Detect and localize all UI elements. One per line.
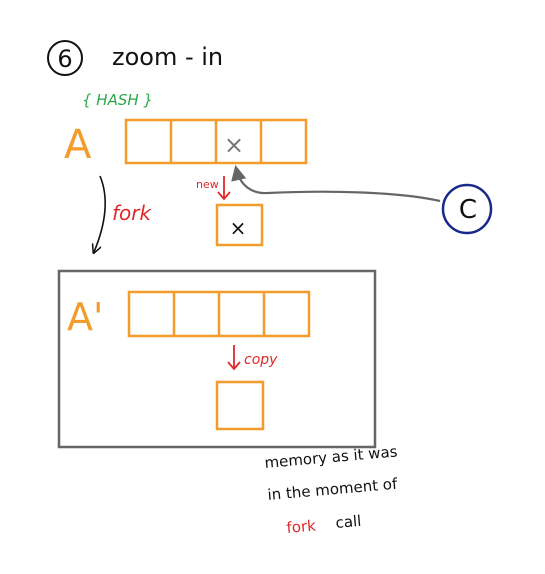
copy-arrow: [227, 345, 241, 371]
label-a-prime: A': [67, 295, 103, 339]
label-new: new: [196, 178, 219, 191]
note-line-2: in the moment of: [267, 475, 399, 504]
c-circle: [441, 183, 493, 235]
label-copy: copy: [244, 352, 278, 368]
array-a: [124, 118, 308, 165]
process-box: [57, 269, 377, 449]
title: 6 zoom - in: [47, 40, 223, 76]
copied-cell: [215, 380, 265, 431]
array-a-x-mark: ×: [224, 131, 244, 159]
label-fork: fork: [112, 201, 153, 225]
label-c: C: [459, 195, 477, 225]
title-number-circle: [47, 40, 83, 76]
note: memory as it was in the moment of fork c…: [264, 442, 399, 537]
pointer-arrow: [231, 164, 441, 203]
fork-arrow: [94, 175, 106, 252]
title-text: zoom - in: [112, 43, 223, 71]
note-line-3-fork: fork: [286, 516, 317, 537]
new-cell-x-mark: ×: [230, 216, 247, 240]
new-arrow: [217, 176, 231, 201]
array-a-prime: [127, 290, 311, 338]
hash-label: { HASH }: [82, 91, 153, 109]
new-cell: [215, 203, 264, 247]
note-line-3-call: call: [335, 512, 362, 532]
label-a: A: [64, 122, 92, 168]
title-number: 6: [57, 45, 72, 73]
